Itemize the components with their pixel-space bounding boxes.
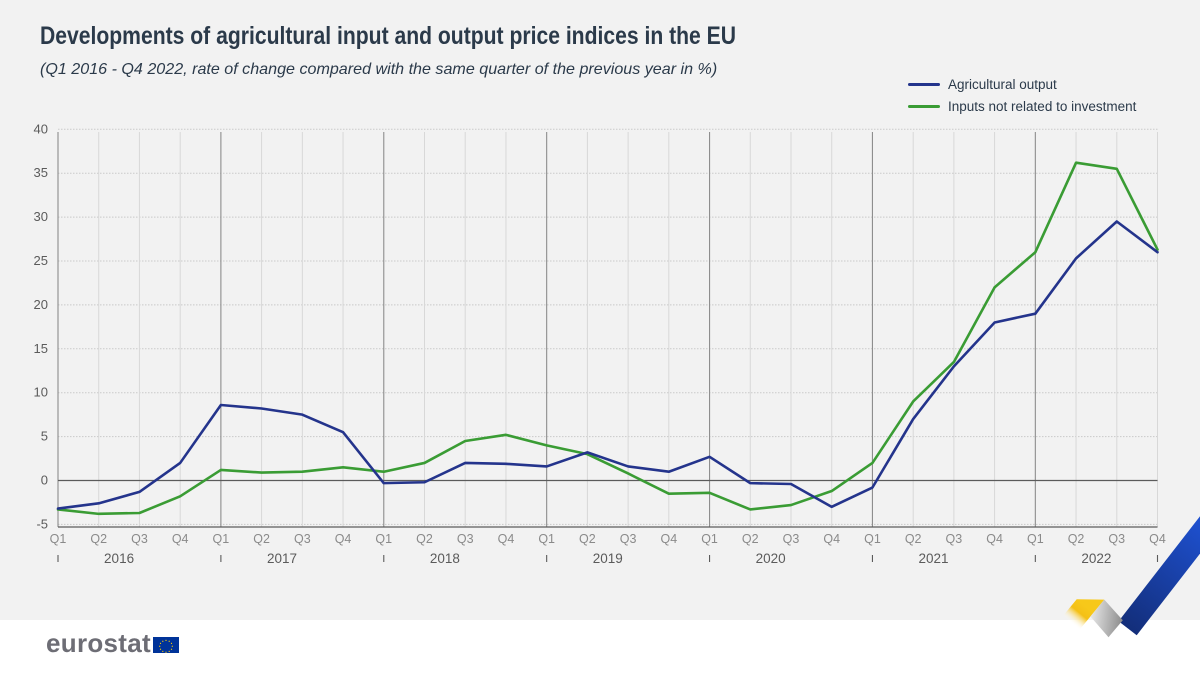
svg-text:Q2: Q2 [742,532,759,546]
svg-text:2018: 2018 [430,551,460,566]
svg-text:Q1: Q1 [213,532,230,546]
svg-text:Q3: Q3 [620,532,637,546]
svg-text:Q3: Q3 [946,532,963,546]
svg-text:Q1: Q1 [864,532,881,546]
svg-text:0: 0 [41,473,48,488]
svg-text:Q3: Q3 [131,532,148,546]
svg-text:2022: 2022 [1081,551,1111,566]
svg-text:Q1: Q1 [538,532,555,546]
svg-text:Q3: Q3 [1108,532,1125,546]
svg-text:2016: 2016 [104,551,134,566]
svg-text:25: 25 [34,253,48,268]
svg-text:15: 15 [34,341,48,356]
svg-text:Q4: Q4 [823,532,840,546]
svg-text:Q2: Q2 [253,532,270,546]
svg-text:Q1: Q1 [50,532,67,546]
svg-text:Q4: Q4 [1149,532,1166,546]
svg-text:Q2: Q2 [90,532,107,546]
svg-text:Q1: Q1 [701,532,718,546]
svg-text:10: 10 [34,385,48,400]
svg-text:2021: 2021 [919,551,949,566]
svg-text:Q3: Q3 [294,532,311,546]
svg-text:20: 20 [34,297,48,312]
svg-text:2019: 2019 [593,551,623,566]
svg-text:Q3: Q3 [783,532,800,546]
svg-text:Q4: Q4 [498,532,515,546]
svg-text:Q2: Q2 [905,532,922,546]
svg-text:Q4: Q4 [172,532,189,546]
svg-text:5: 5 [41,429,48,444]
svg-text:Q4: Q4 [986,532,1003,546]
svg-text:Q2: Q2 [416,532,433,546]
svg-text:Q2: Q2 [579,532,596,546]
svg-text:Q4: Q4 [660,532,677,546]
svg-text:-5: -5 [36,516,48,531]
svg-text:Q1: Q1 [375,532,392,546]
svg-text:Q3: Q3 [457,532,474,546]
svg-text:35: 35 [34,165,48,180]
svg-text:40: 40 [34,121,48,136]
svg-text:Q1: Q1 [1027,532,1044,546]
svg-text:Q4: Q4 [335,532,352,546]
svg-text:2017: 2017 [267,551,297,566]
svg-text:2020: 2020 [756,551,786,566]
svg-text:Q2: Q2 [1068,532,1085,546]
svg-text:30: 30 [34,209,48,224]
